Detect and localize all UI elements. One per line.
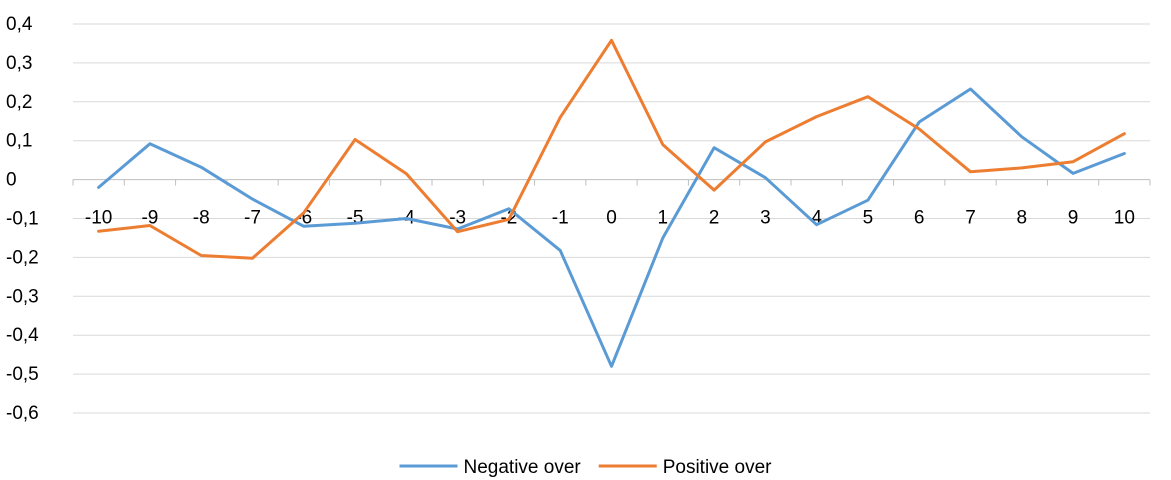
x-tick-label: 5 <box>863 208 874 229</box>
x-tick-label: 4 <box>811 208 822 229</box>
x-tick-label: 10 <box>1114 208 1135 229</box>
x-tick-label: 8 <box>1016 208 1027 229</box>
legend-label: Negative over <box>464 457 582 478</box>
series-lines <box>97 38 1126 368</box>
legend: Negative over Positive over <box>399 457 772 478</box>
series-line <box>97 87 1126 368</box>
y-tick-label: 0,3 <box>6 53 32 74</box>
x-tick-label: -1 <box>552 208 569 229</box>
x-axis <box>72 179 1151 186</box>
y-tick-label: 0,1 <box>6 131 32 152</box>
x-tick-label: 3 <box>760 208 771 229</box>
y-tick-label: -0,4 <box>6 325 39 346</box>
x-tick-label: -8 <box>193 208 210 229</box>
y-tick-label: -0,2 <box>6 247 39 268</box>
x-tick-label: -10 <box>85 208 112 229</box>
x-tick-label: -5 <box>347 208 364 229</box>
y-tick-label: 0,4 <box>6 14 33 35</box>
y-tick-label: -0,6 <box>6 403 39 424</box>
x-tick-label: -3 <box>449 208 466 229</box>
y-axis-tick-labels: 0,4 0,3 0,2 0,1 0 -0,1 -0,2 -0,3 -0,4 -0,5 -0,6 <box>6 14 39 424</box>
legend-label: Positive over <box>663 457 772 478</box>
x-tick-label: 0 <box>606 208 617 229</box>
x-tick-label: 2 <box>709 208 720 229</box>
x-tick-label: -9 <box>141 208 158 229</box>
series-line <box>97 38 1126 260</box>
x-tick-label: 9 <box>1068 208 1079 229</box>
y-tick-label: -0,3 <box>6 286 39 307</box>
y-tick-label: 0,2 <box>6 92 32 113</box>
x-tick-label: 6 <box>914 208 925 229</box>
x-tick-label: -7 <box>244 208 261 229</box>
y-tick-label: 0 <box>6 170 17 191</box>
y-tick-label: -0,5 <box>6 364 39 385</box>
x-tick-label: 1 <box>657 208 668 229</box>
y-tick-label: -0,1 <box>6 209 39 230</box>
x-tick-label: 7 <box>965 208 976 229</box>
